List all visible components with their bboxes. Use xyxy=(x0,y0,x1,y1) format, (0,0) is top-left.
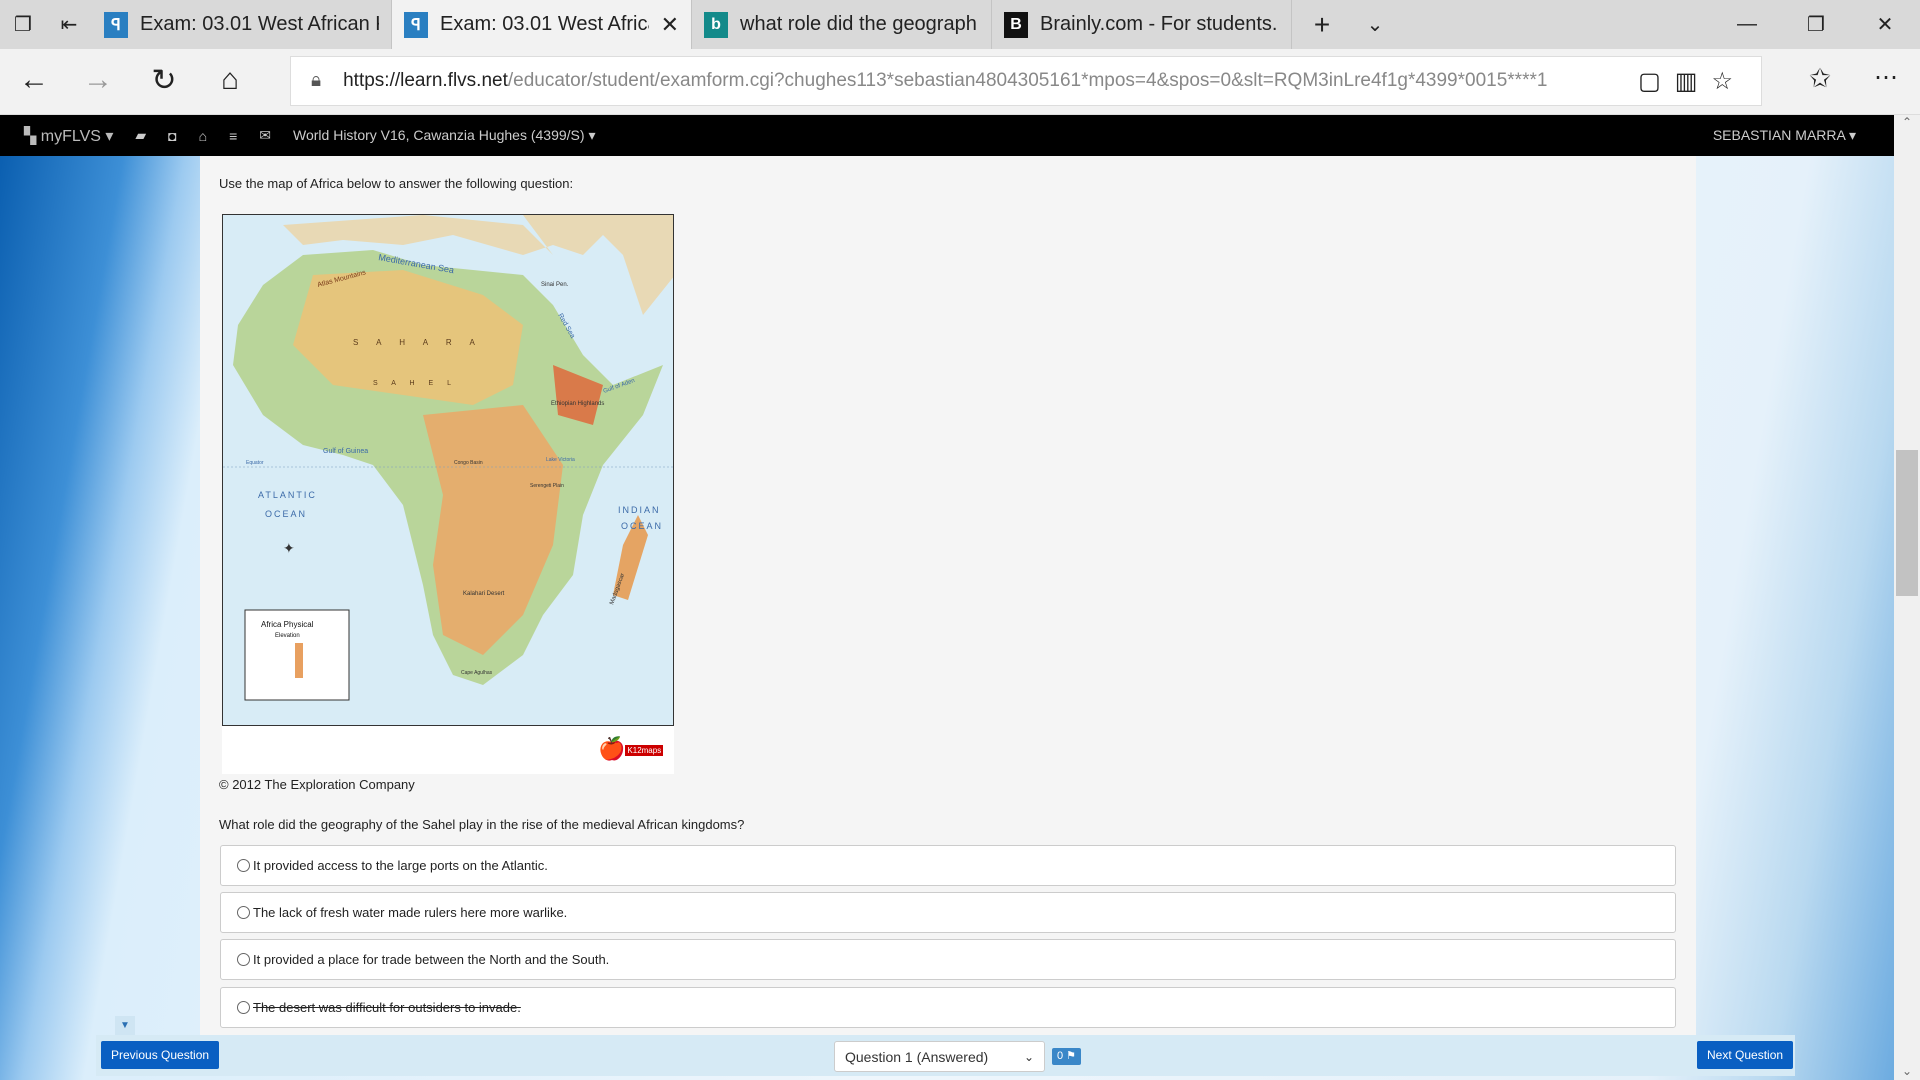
map-label: S A H E L xyxy=(373,380,457,387)
map-logo-area: 🍎 K12maps xyxy=(222,726,674,774)
back-icon[interactable]: ← xyxy=(19,63,49,96)
bing-icon: b xyxy=(704,11,728,38)
map-label: Gulf of Guinea xyxy=(323,448,368,455)
collapse-toggle[interactable]: ▼ xyxy=(115,1016,135,1036)
question-intro: Use the map of Africa below to answer th… xyxy=(219,176,574,191)
k12maps-logo: 🍎 K12maps xyxy=(598,736,664,761)
map-label: S A H A R A xyxy=(353,338,483,347)
tab-active[interactable]: ꟼ Exam: 03.01 West Africa ✕ xyxy=(392,0,692,49)
map-label: ATLANTIC xyxy=(258,490,317,500)
map-label: Equator xyxy=(246,460,264,466)
radio-button[interactable] xyxy=(237,859,250,872)
map-label: Sinai Pen. xyxy=(541,282,569,288)
user-menu[interactable]: SEBASTIAN MARRA ▾ xyxy=(1712,127,1856,143)
minimize-icon[interactable]: — xyxy=(1737,13,1757,35)
set-aside-tabs-icon[interactable]: ⇤ xyxy=(60,14,78,36)
map-label: OCEAN xyxy=(265,509,307,519)
course-menu[interactable]: World History V16, Cawanzia Hughes (4399… xyxy=(293,127,596,143)
answer-option[interactable]: It provided access to the large ports on… xyxy=(220,845,1676,886)
address-toolbar: ← → ↻ ⌂ 🔒︎ https://learn.flvs.net/educat… xyxy=(0,49,1920,115)
menu-icon[interactable]: ≡ xyxy=(229,127,238,144)
forward-icon[interactable]: → xyxy=(83,63,113,96)
favorite-star-icon[interactable]: ☆ xyxy=(1711,67,1747,95)
refresh-icon[interactable]: ↻ xyxy=(151,64,177,97)
inbox-icon[interactable]: ◘ xyxy=(168,127,177,144)
map-label: OCEAN xyxy=(621,521,663,531)
question-selector[interactable]: Question 1 (Answered) ⌄ xyxy=(834,1041,1045,1072)
scroll-down-icon[interactable]: ⌄ xyxy=(1901,1064,1913,1078)
tab[interactable]: b what role did the geograph xyxy=(692,0,992,49)
lock-icon: 🔒︎ xyxy=(311,70,322,91)
home-icon[interactable]: ⌂ xyxy=(198,127,208,144)
exam-footer: Previous Question Question 1 (Answered) ⌄… xyxy=(96,1035,1795,1076)
reading-view-icon[interactable]: ▥ xyxy=(1674,67,1712,95)
favorites-icon[interactable]: ✩ xyxy=(1809,63,1831,93)
radio-button[interactable] xyxy=(237,1001,250,1014)
radio-button[interactable] xyxy=(237,906,250,919)
close-window-icon[interactable]: ✕ xyxy=(1876,14,1894,36)
radio-button[interactable] xyxy=(237,953,250,966)
answer-option-struck[interactable]: The desert was difficult for outsiders t… xyxy=(220,987,1676,1028)
flvs-icon: ꟼ xyxy=(104,11,128,38)
map-label: INDIAN xyxy=(618,505,661,515)
copyright: © 2012 The Exploration Company xyxy=(219,777,415,792)
map-legend-subtitle: Elevation xyxy=(275,633,300,639)
compass-rose-icon: ✦ xyxy=(283,540,295,556)
flvs-icon: ꟼ xyxy=(404,11,428,38)
more-icon[interactable]: ⋯ xyxy=(1874,64,1898,91)
tab-bar: ❐ ⇤ ꟼ Exam: 03.01 West African Ki ꟼ Exam: … xyxy=(0,0,1920,49)
map-label: Congo Basin xyxy=(454,460,483,466)
answer-option[interactable]: The lack of fresh water made rulers here… xyxy=(220,892,1676,933)
previous-question-button[interactable]: Previous Question xyxy=(101,1041,220,1069)
site-nav: ▚ myFLVS ▾ ▰ ◘ ⌂ ≡ ✉ World History V16, … xyxy=(0,115,1894,156)
reading-list-icon[interactable]: ▢ xyxy=(1638,67,1675,95)
restore-icon[interactable]: ❐ xyxy=(1807,14,1825,36)
map-label: Lake Victoria xyxy=(546,457,575,463)
book-icon[interactable]: ▰ xyxy=(135,127,147,143)
answer-option[interactable]: It provided a place for trade between th… xyxy=(220,939,1676,980)
question-prompt: What role did the geography of the Sahel… xyxy=(219,817,745,832)
next-question-button[interactable]: Next Question xyxy=(1697,1041,1794,1069)
brand-menu[interactable]: ▚ myFLVS ▾ xyxy=(24,127,114,145)
tab-preview-chevron-icon[interactable]: ⌄ xyxy=(1366,14,1384,36)
flag-count-badge[interactable]: 0 ⚑ xyxy=(1052,1048,1081,1065)
page-scrollbar[interactable]: ⌃ ⌄ xyxy=(1894,115,1920,1080)
tab[interactable]: B Brainly.com - For students. xyxy=(992,0,1292,49)
tab[interactable]: ꟼ Exam: 03.01 West African Ki xyxy=(92,0,392,49)
africa-physical-map: Mediterranean Sea Atlas Mountains S A H … xyxy=(222,214,674,726)
map-label: Ethiopian Highlands xyxy=(551,401,604,407)
home-icon[interactable]: ⌂ xyxy=(220,63,240,96)
map-label: Cape Agulhas xyxy=(461,670,493,676)
flag-icon: ⚑ xyxy=(1066,1050,1077,1062)
map-label: Serengeti Plain xyxy=(530,483,564,489)
scrollbar-thumb[interactable] xyxy=(1896,450,1918,596)
brainly-icon: B xyxy=(1004,11,1028,38)
close-tab-icon[interactable]: ✕ xyxy=(660,11,679,37)
address-bar[interactable]: 🔒︎ https://learn.flvs.net/educator/stude… xyxy=(290,56,1762,106)
scroll-up-icon[interactable]: ⌃ xyxy=(1901,115,1913,129)
chevron-down-icon: ⌄ xyxy=(1023,1049,1034,1064)
mail-icon[interactable]: ✉ xyxy=(259,127,272,143)
new-tab-icon[interactable]: + xyxy=(1313,8,1331,40)
tab-manager-icon[interactable]: ❐ xyxy=(14,14,32,36)
map-legend-title: Africa Physical xyxy=(261,620,314,629)
map-label: Kalahari Desert xyxy=(463,591,505,597)
